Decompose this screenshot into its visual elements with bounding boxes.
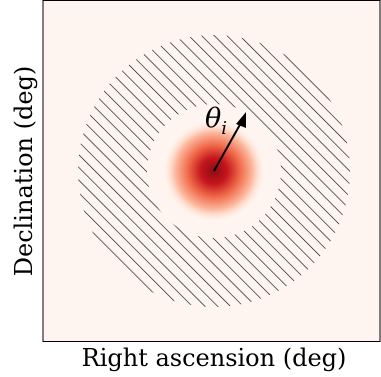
x-axis-label: Right ascension (deg) <box>82 344 347 372</box>
y-axis-label: Declination (deg) <box>10 66 38 277</box>
theta-label: θi <box>205 103 227 139</box>
theta-arrow <box>213 112 246 172</box>
plot-frame <box>42 0 381 342</box>
